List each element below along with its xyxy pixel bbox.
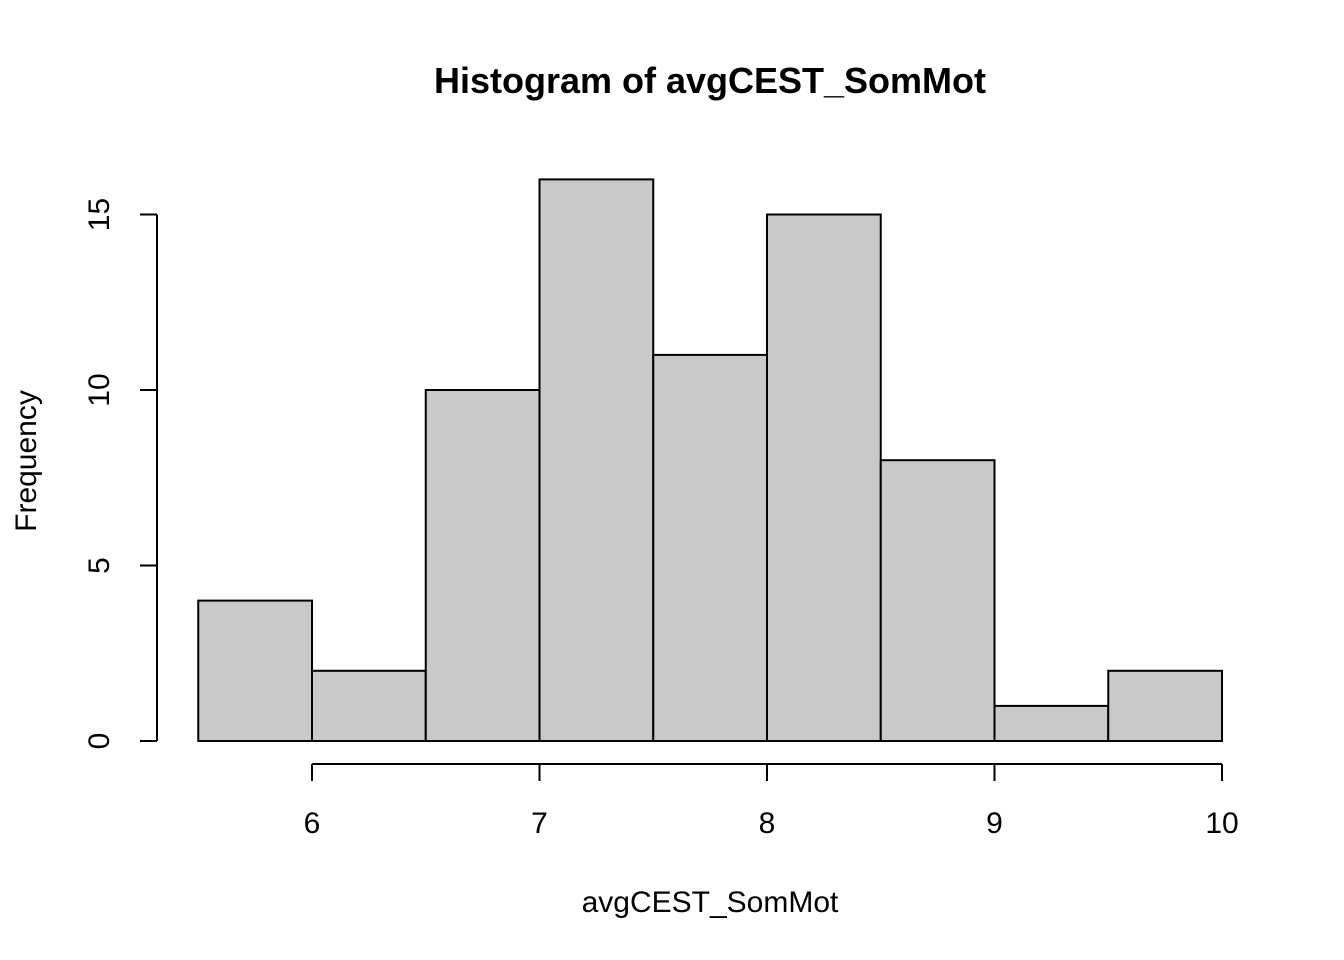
histogram-bar-6: [766, 213, 882, 742]
histogram-bar-9: [1107, 669, 1223, 742]
y-axis-label: Frequency: [10, 390, 43, 532]
histogram-bar-1: [197, 599, 313, 742]
histogram-bar-5: [652, 353, 768, 742]
x-tick-label-9: 9: [986, 807, 1003, 840]
histogram-bar-2: [311, 669, 427, 742]
x-axis-label: avgCEST_SomMot: [582, 886, 839, 919]
y-tick-label-5: 5: [83, 557, 116, 574]
bars-group: [197, 178, 1223, 743]
histogram-bar-8: [993, 704, 1110, 743]
y-tick-label-0: 0: [83, 733, 116, 750]
y-tick-label-15: 15: [83, 198, 116, 231]
x-tick-label-8: 8: [759, 807, 776, 840]
x-tick-label-10: 10: [1205, 807, 1238, 840]
y-tick-label-10: 10: [83, 373, 116, 406]
chart-title: Histogram of avgCEST_SomMot: [434, 60, 986, 101]
x-tick-label-7: 7: [531, 807, 548, 840]
histogram-bar-4: [538, 178, 655, 742]
y-axis: 0 5 10 15: [83, 198, 158, 750]
histogram-bar-7: [879, 459, 996, 742]
x-tick-label-6: 6: [304, 807, 321, 840]
x-axis: 6 7 8 9 10: [304, 763, 1239, 840]
histogram-bar-3: [424, 389, 541, 742]
